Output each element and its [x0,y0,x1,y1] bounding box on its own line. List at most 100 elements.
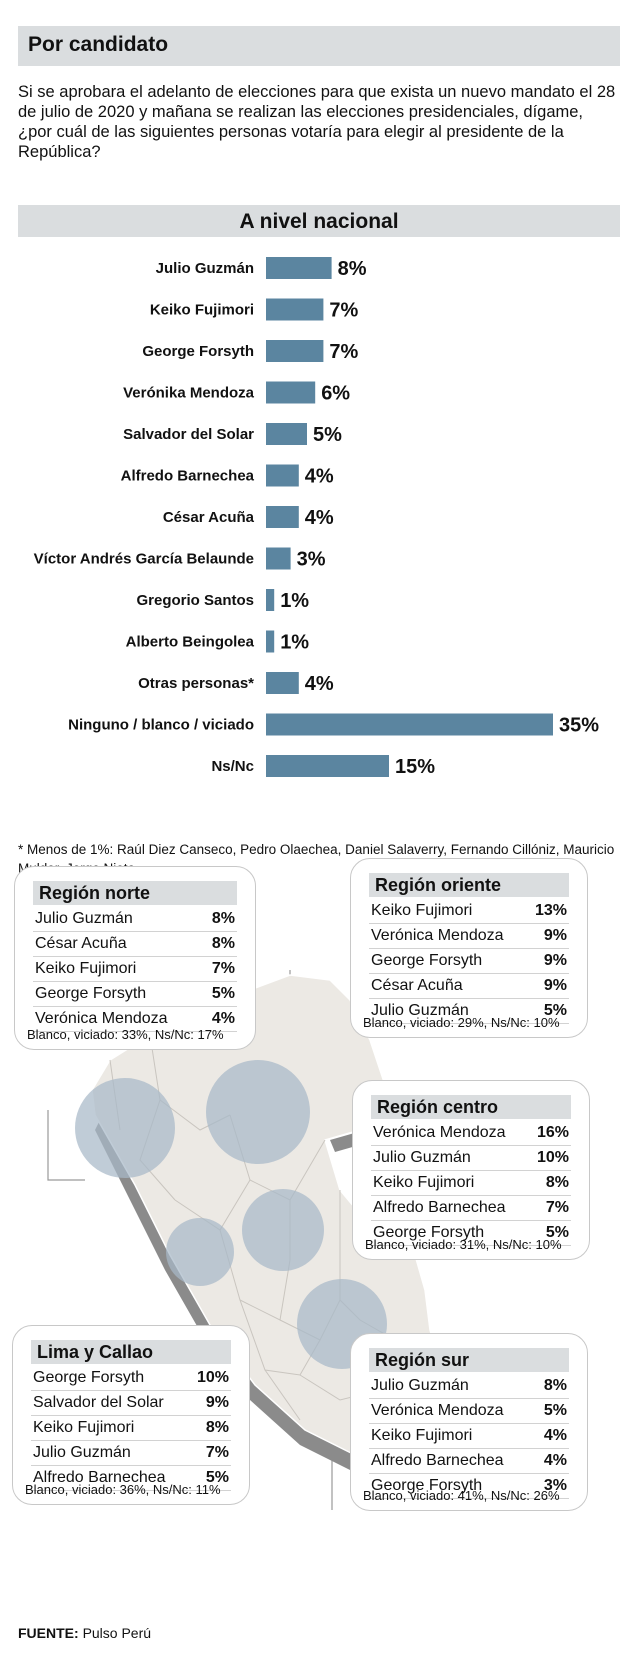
candidate-pct: 8% [543,1377,567,1394]
circle-oriente [206,1060,310,1164]
candidate-name: Verónica Mendoza [373,1124,506,1141]
circle-norte [75,1078,175,1178]
candidate-pct: 3% [543,1477,567,1494]
candidate-name: César Acuña [35,935,127,952]
region-rows: George Forsyth 10% Salvador del Solar 9% K… [31,1366,231,1491]
candidate-name: Alfredo Barnechea [373,1199,506,1216]
region-row: Keiko Fujimori 7% [33,957,237,982]
candidate-name: Keiko Fujimori [371,902,473,919]
national-title: A nivel nacional [239,210,399,233]
region-title: Lima y Callao [37,1342,154,1362]
candidate-name: Keiko Fujimori [371,1427,473,1444]
candidate-pct: 5% [205,1469,229,1486]
candidate-name: George Forsyth [373,1224,485,1241]
category-label: Ninguno / blanco / viciado [68,717,254,734]
candidate-pct: 8% [545,1174,569,1191]
category-label: César Acuña [163,509,255,526]
bar [266,340,324,362]
bar [266,672,299,694]
candidate-pct: 7% [545,1199,569,1216]
candidate-name: Julio Guzmán [35,910,133,927]
candidate-name: Julio Guzmán [373,1149,471,1166]
region-row: Keiko Fujimori 13% [369,899,569,924]
candidate-pct: 4% [211,1010,235,1027]
region-row: César Acuña 9% [369,974,569,999]
bar [266,506,299,528]
category-label: Alberto Beingolea [126,634,255,651]
region-row: Alfredo Barnechea 4% [369,1449,569,1474]
source-label: FUENTE: [18,1625,79,1641]
region-note: Blanco, viciado: 41%, Ns/Nc: 26% [363,1488,560,1503]
candidate-name: George Forsyth [371,1477,483,1494]
region-box-oriente: Región oriente Keiko Fujimori 13% Verónic… [350,858,588,1038]
value-label: 15% [395,756,435,778]
candidate-pct: 9% [543,952,567,969]
bar [266,713,553,736]
bar [266,423,307,445]
candidate-pct: 16% [536,1124,569,1141]
value-label: 7% [329,341,358,363]
region-row: George Forsyth 3% [369,1474,569,1499]
candidate-name: George Forsyth [371,952,483,969]
candidate-pct: 8% [211,935,235,952]
candidate-name: Verónica Mendoza [35,1010,168,1027]
category-label: Gregorio Santos [136,592,254,609]
candidate-pct: 5% [545,1224,569,1241]
region-title: Región norte [39,883,150,903]
bar [266,464,299,487]
value-label: 4% [305,507,334,529]
category-label: George Forsyth [142,343,254,360]
region-row: Alfredo Barnechea 5% [31,1466,231,1491]
national-bar-chart: Julio Guzmán 8% Keiko Fujimori 7% George For… [34,257,599,778]
candidate-pct: 7% [211,960,235,977]
region-row: Keiko Fujimori 8% [31,1416,231,1441]
candidate-name: Verónica Mendoza [371,927,504,944]
region-box-centro: Región centro Verónica Mendoza 16% Julio … [352,1080,590,1260]
region-row: César Acuña 8% [33,932,237,957]
value-label: 1% [280,632,309,654]
category-label: Verónika Mendoza [123,385,255,402]
candidate-name: César Acuña [371,977,463,994]
candidate-name: Keiko Fujimori [35,960,137,977]
region-row: Salvador del Solar 9% [31,1391,231,1416]
national-header: A nivel nacional [18,205,620,237]
value-label: 4% [305,673,334,695]
candidate-name: Keiko Fujimori [33,1419,135,1436]
value-label: 35% [559,715,599,737]
candidate-pct: 5% [543,1002,567,1019]
section-title: Por candidato [28,33,169,56]
candidate-pct: 10% [536,1149,569,1166]
bar [266,589,275,611]
region-row: George Forsyth 5% [33,982,237,1007]
candidate-name: Alfredo Barnechea [33,1469,166,1486]
region-row: Julio Guzmán 8% [369,1374,569,1399]
candidate-pct: 13% [534,902,567,919]
candidate-name: Keiko Fujimori [373,1174,475,1191]
candidate-pct: 9% [543,927,567,944]
region-title-bar: Región sur [369,1348,569,1372]
candidate-name: George Forsyth [35,985,147,1002]
source-credit: FUENTE: Pulso Perú [18,1625,151,1641]
region-row: Verónica Mendoza 9% [369,924,569,949]
region-title-bar: Lima y Callao [31,1340,231,1364]
value-label: 7% [329,300,358,322]
connector-norte [47,1110,85,1181]
region-row: George Forsyth 9% [369,949,569,974]
bar [266,298,324,321]
bar [266,257,332,279]
section-header: Por candidato [18,26,620,66]
category-label: Julio Guzmán [156,260,254,277]
region-row: Julio Guzmán 7% [31,1441,231,1466]
region-row: Verónica Mendoza 16% [371,1121,571,1146]
bar [266,755,389,777]
region-title: Región oriente [375,875,502,895]
candidate-pct: 4% [543,1427,567,1444]
value-label: 5% [313,424,342,446]
category-label: Salvador del Solar [123,426,254,443]
category-label: Víctor Andrés García Belaunde [34,551,254,568]
region-row: Julio Guzmán 5% [369,999,569,1024]
candidate-pct: 4% [543,1452,567,1469]
region-box-lima: Lima y Callao George Forsyth 10% Salvador… [12,1325,250,1505]
region-box-sur: Región sur Julio Guzmán 8% Verónica Mendo… [350,1333,588,1511]
candidate-pct: 8% [211,910,235,927]
